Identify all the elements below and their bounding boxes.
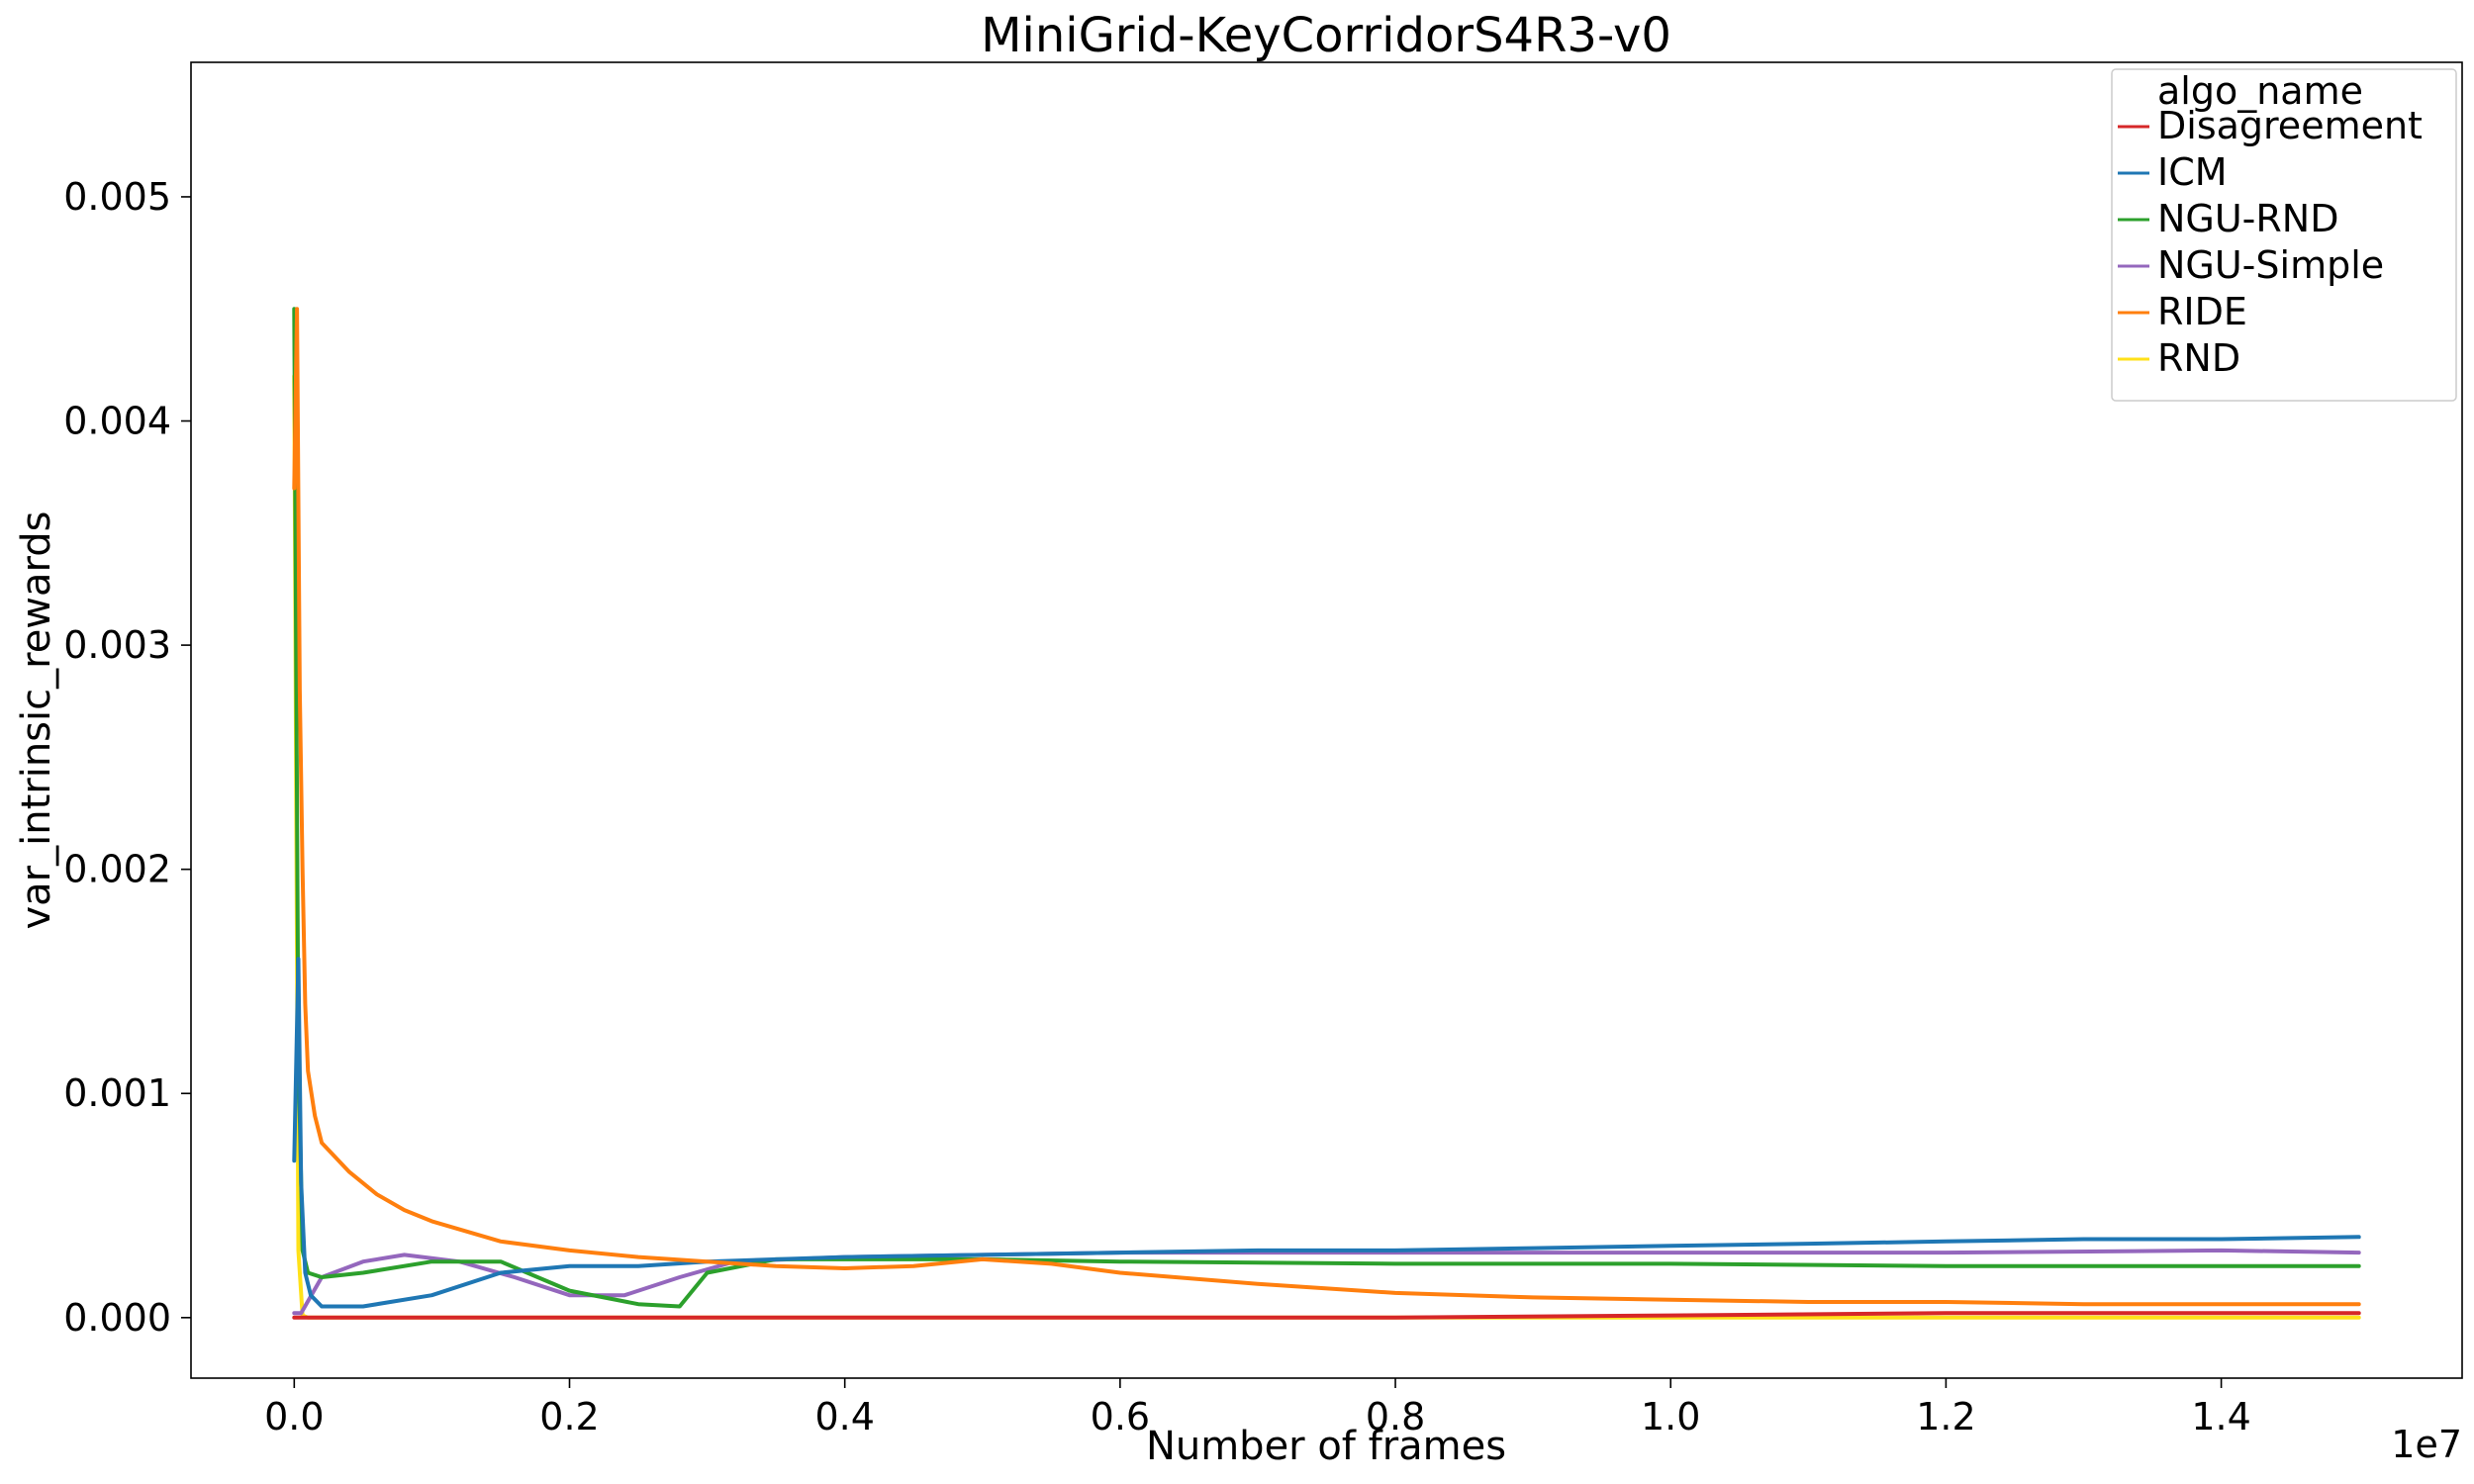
series-line-rnd bbox=[292, 374, 2361, 1320]
series-line-disagreement bbox=[292, 1311, 2361, 1320]
x-tick-label: 0.2 bbox=[539, 1395, 599, 1438]
legend-entry: ICM bbox=[2157, 150, 2228, 194]
y-tick-label: 0.004 bbox=[63, 400, 171, 443]
y-tick-label: 0.000 bbox=[63, 1296, 171, 1340]
x-offset-label: 1e7 bbox=[2391, 1423, 2462, 1466]
x-tick-label: 1.2 bbox=[1916, 1395, 1975, 1438]
legend: algo_name DisagreementICMNGU-RNDNGU-Simp… bbox=[2111, 68, 2457, 402]
y-tick-label: 0.005 bbox=[63, 175, 171, 219]
legend-title: algo_name bbox=[2157, 69, 2363, 113]
series-line-ride bbox=[292, 307, 2361, 1307]
x-tick-label: 1.4 bbox=[2191, 1395, 2250, 1438]
x-tick-label: 0.0 bbox=[264, 1395, 324, 1438]
legend-frame bbox=[2111, 68, 2457, 402]
y-tick-label: 0.003 bbox=[63, 623, 171, 667]
x-axis-label: Number of frames bbox=[1146, 1424, 1506, 1469]
series-layer bbox=[292, 307, 2361, 1320]
x-axis: 0.0 0.2 0.4 0.6 0.8 1.0 1.2 1.4 bbox=[264, 1378, 2251, 1438]
series-line-ngu-rnd bbox=[292, 307, 2361, 1309]
plot-frame bbox=[190, 61, 2463, 1379]
series-line-ngu-simple bbox=[292, 1248, 2361, 1316]
x-tick-label: 0.6 bbox=[1091, 1395, 1150, 1438]
chart-title: MiniGrid-KeyCorridorS4R3-v0 bbox=[981, 8, 1671, 63]
legend-entry: RND bbox=[2157, 336, 2240, 380]
y-tick-label: 0.002 bbox=[63, 848, 171, 891]
y-tick-label: 0.001 bbox=[63, 1071, 171, 1115]
legend-entry: Disagreement bbox=[2157, 104, 2423, 147]
x-tick-label: 1.0 bbox=[1641, 1395, 1700, 1438]
legend-entry: RIDE bbox=[2157, 290, 2247, 333]
y-axis-label: var_intrinsic_rewards bbox=[14, 510, 59, 929]
x-tick-label: 0.4 bbox=[814, 1395, 874, 1438]
legend-entry: NGU-RND bbox=[2157, 197, 2339, 240]
series-line-icm bbox=[292, 957, 2361, 1309]
y-axis: 0.000 0.001 0.002 0.003 0.004 0.005 bbox=[63, 175, 191, 1340]
x-tick-label: 0.8 bbox=[1366, 1395, 1425, 1438]
legend-entry: NGU-Simple bbox=[2157, 243, 2384, 287]
